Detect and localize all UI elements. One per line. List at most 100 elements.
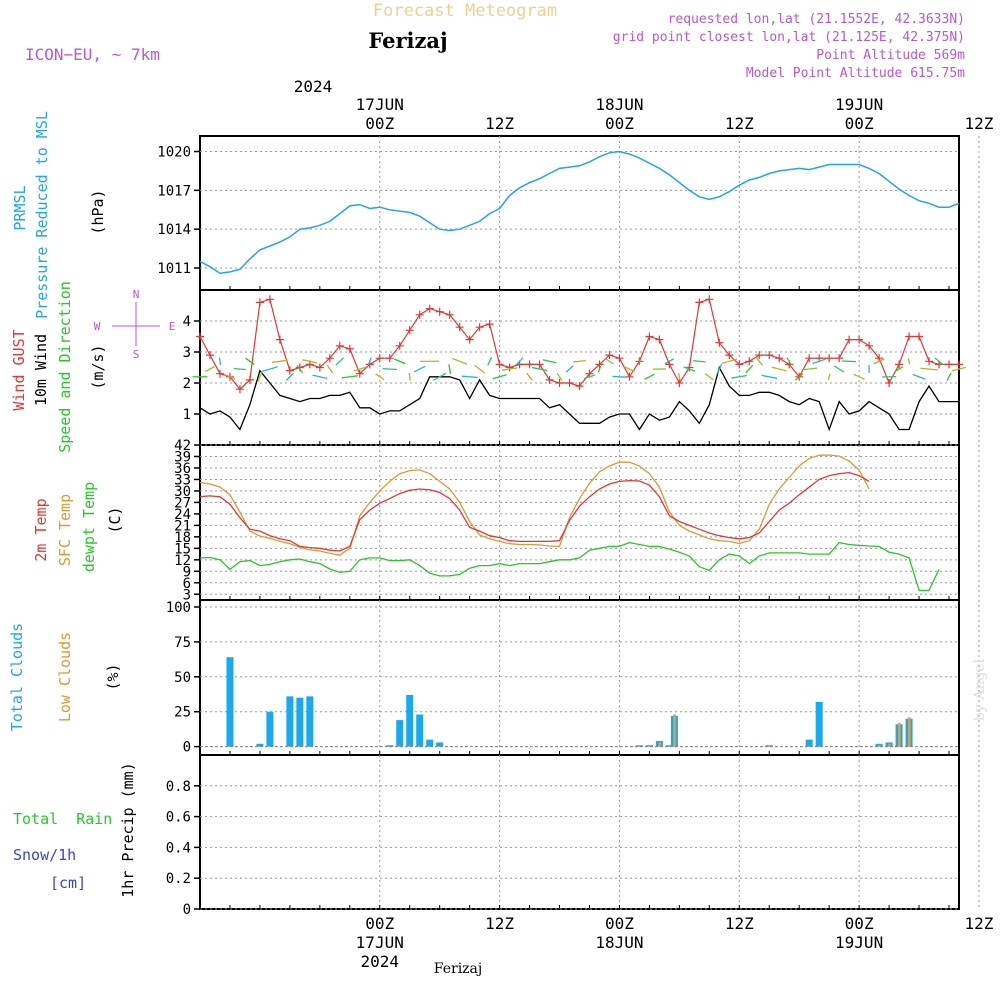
compass-n: N bbox=[133, 288, 140, 301]
gust-marker bbox=[835, 354, 844, 363]
requested-coords: requested lon,lat (21.1552E, 42.3633N) bbox=[668, 12, 965, 27]
gust-marker bbox=[825, 354, 834, 363]
model-altitude: Model Point Altitude 615.75m bbox=[746, 66, 965, 81]
total-cloud-bar bbox=[416, 714, 424, 747]
top-time-label: 18JUN bbox=[595, 95, 643, 114]
gust-marker bbox=[675, 379, 684, 387]
y-tick-label: 0.6 bbox=[166, 810, 191, 826]
gust-marker bbox=[885, 379, 894, 387]
wind-arrow bbox=[353, 366, 367, 372]
gust-marker bbox=[405, 326, 414, 335]
top-time-label: 00Z bbox=[605, 114, 634, 133]
wind-arrow bbox=[204, 365, 216, 373]
wind-arrow bbox=[692, 360, 706, 363]
total-cloud-bar bbox=[386, 745, 394, 747]
compass-e: E bbox=[169, 320, 176, 333]
gust-marker bbox=[895, 360, 904, 369]
wind-arrow bbox=[721, 358, 738, 365]
wind-arrow bbox=[565, 365, 574, 373]
y-tick-label: 12 bbox=[174, 553, 191, 569]
wind-arrow bbox=[761, 374, 778, 379]
gust-marker bbox=[315, 363, 324, 372]
bottom-time-label: 00Z bbox=[605, 914, 634, 933]
gust-marker bbox=[215, 369, 224, 378]
wind-arrow bbox=[664, 358, 675, 365]
gust-marker bbox=[265, 295, 274, 304]
gust-marker bbox=[915, 332, 924, 341]
gust-marker bbox=[235, 385, 244, 394]
wind-arrow bbox=[532, 366, 548, 372]
wind-arrow bbox=[367, 357, 372, 366]
wind-arrow bbox=[812, 358, 826, 365]
total-rain-label: Total Rain bbox=[13, 810, 112, 828]
wind-arrow bbox=[827, 373, 831, 380]
y-tick-label: 21 bbox=[174, 518, 191, 534]
total-cloud-bar bbox=[635, 745, 643, 747]
snow-unit-label: [cm] bbox=[50, 874, 86, 892]
gust-marker bbox=[355, 369, 364, 378]
wind-arrow bbox=[302, 359, 318, 364]
gust-marker bbox=[455, 323, 464, 332]
watermark: by Angel bbox=[972, 658, 988, 721]
wind-arrow bbox=[794, 373, 804, 381]
bottom-time-label: 19JUN bbox=[835, 933, 883, 952]
wind-arrow bbox=[801, 367, 818, 371]
grid-lines bbox=[200, 136, 980, 910]
wind-arrow bbox=[393, 358, 406, 365]
wind-arrow bbox=[771, 366, 787, 372]
wind-arrow bbox=[526, 372, 533, 381]
gust-marker bbox=[865, 341, 874, 350]
wind-arrow bbox=[271, 359, 288, 364]
prmsl-label: PRMSL bbox=[11, 185, 29, 230]
wind-arrow bbox=[677, 372, 681, 381]
gust-marker bbox=[845, 335, 854, 344]
y-tick-label: 2 bbox=[183, 376, 191, 392]
gust-marker bbox=[335, 341, 344, 350]
total-cloud-bar bbox=[436, 742, 444, 747]
y-tick-label: 3 bbox=[183, 345, 191, 361]
gust-marker bbox=[805, 354, 814, 363]
y-tick-label: 27 bbox=[174, 495, 191, 511]
gust-marker bbox=[595, 360, 604, 369]
clouds-panel bbox=[199, 599, 960, 756]
y-tick-label: 0 bbox=[183, 740, 191, 756]
gust-marker bbox=[725, 351, 734, 360]
wind-arrow bbox=[474, 364, 486, 374]
y-tick-label: 42 bbox=[174, 438, 191, 454]
sfc-temp-label: SFC Temp bbox=[56, 494, 74, 566]
wind-arrow bbox=[894, 366, 904, 372]
location-title: Ferizaj bbox=[368, 28, 447, 53]
wind-arrow bbox=[934, 357, 944, 366]
pressure-msl-label: Pressure Reduced to MSL bbox=[33, 111, 51, 319]
gust-marker bbox=[655, 335, 664, 344]
top-time-label: 17JUN bbox=[356, 95, 404, 114]
gust-marker bbox=[695, 298, 704, 307]
y-tick-label: 0 bbox=[183, 902, 191, 918]
wind-arrow bbox=[623, 366, 635, 372]
y-tick-label: 50 bbox=[174, 670, 191, 686]
low-cloud-bar bbox=[908, 717, 911, 747]
total-cloud-bar bbox=[396, 720, 404, 747]
total-cloud-bar bbox=[406, 694, 414, 747]
wind-arrow bbox=[644, 373, 655, 380]
total-cloud-bar bbox=[805, 739, 813, 747]
y-tick-label: 0.8 bbox=[166, 779, 191, 795]
y-tick-label: 33 bbox=[174, 472, 191, 488]
gust-marker bbox=[855, 335, 864, 344]
wind-arrow bbox=[375, 373, 385, 381]
gust-marker bbox=[255, 298, 264, 307]
y-tick-label: 75 bbox=[174, 635, 191, 651]
gust-marker bbox=[715, 338, 724, 347]
gust-marker bbox=[945, 360, 954, 369]
gust-marker bbox=[345, 344, 354, 353]
wind-arrow bbox=[556, 372, 563, 381]
gust-marker bbox=[545, 375, 554, 384]
wind-arrow bbox=[218, 357, 222, 365]
compass-w: W bbox=[94, 320, 101, 333]
compass-rose: N W E S bbox=[94, 288, 176, 361]
wind-arrow bbox=[612, 375, 627, 378]
gust-marker bbox=[495, 360, 504, 369]
precip-panel bbox=[199, 754, 960, 910]
wind-10m-label: 10m Wind bbox=[32, 334, 50, 406]
